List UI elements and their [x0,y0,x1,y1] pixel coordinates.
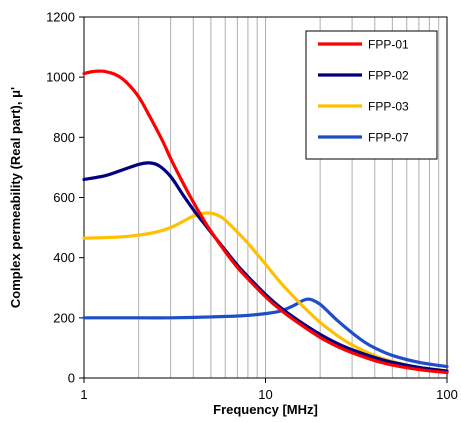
legend-label: FPP-02 [368,69,409,83]
series-layer [82,69,449,375]
x-axis-title: Frequency [MHz] [213,402,318,417]
y-tick-label: 0 [68,371,75,386]
y-tick-label: 200 [53,310,75,325]
tick-layer: 0 200 400 600 800 1000 1200 1 10 100 [46,10,458,403]
legend: FPP-01 FPP-02 FPP-03 FPP-07 [305,30,438,160]
x-tick-label: 100 [436,387,458,402]
legend-label: FPP-03 [368,100,409,114]
series-line-fpp-03 [82,211,449,373]
y-tick-label: 800 [53,130,75,145]
y-tick-label: 600 [53,190,75,205]
y-tick-label: 1200 [46,10,75,25]
legend-label: FPP-07 [368,131,409,145]
x-tick-label: 10 [258,387,272,402]
y-tick-label: 400 [53,250,75,265]
legend-label: FPP-01 [368,38,409,52]
y-tick-label: 1000 [46,70,75,85]
x-tick-label: 1 [80,387,87,402]
y-axis-title: Complex permeability (Real part), μ' [8,87,23,308]
series-line-fpp-01 [82,69,449,375]
grid-layer [138,17,440,378]
series-line-fpp-07 [82,297,449,369]
